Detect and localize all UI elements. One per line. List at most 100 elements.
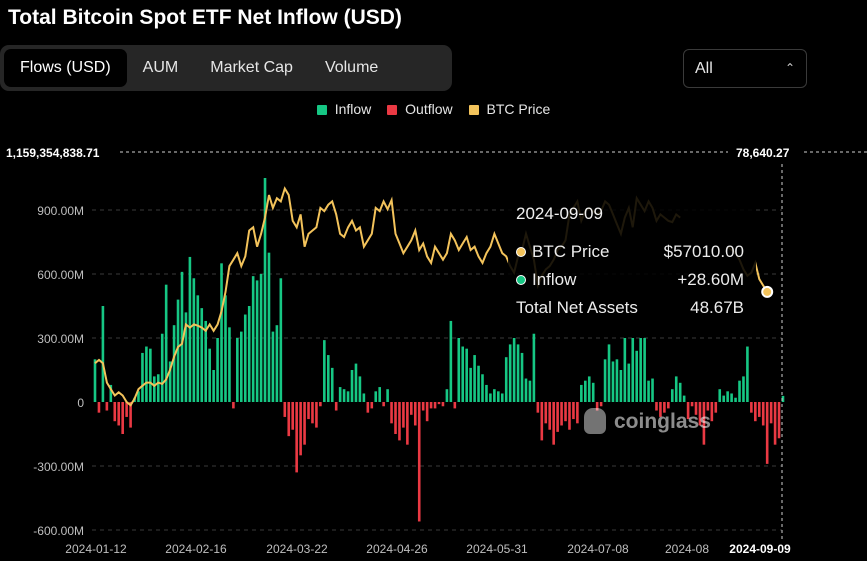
- inflow-bar: [346, 391, 350, 402]
- coinglass-logo-icon: [584, 408, 606, 434]
- btc-price-dot-icon: [516, 247, 526, 257]
- legend-item-outflow[interactable]: Outflow: [387, 101, 453, 117]
- outflow-bar: [315, 402, 318, 428]
- inflow-bar: [461, 346, 465, 402]
- outflow-bar: [417, 402, 421, 522]
- inflow-bar: [611, 361, 615, 402]
- outflow-bar: [659, 402, 662, 417]
- inflow-bar: [228, 327, 231, 402]
- y-tick-label: 900.00M: [37, 204, 84, 218]
- inflow-bar: [623, 338, 627, 402]
- inflow-bar: [580, 384, 583, 402]
- outflow-bar: [283, 402, 287, 417]
- outflow-bar: [366, 402, 370, 413]
- inflow-bar: [192, 278, 196, 402]
- legend-item-inflow[interactable]: Inflow: [316, 101, 371, 117]
- y-tick-label: 0: [77, 396, 84, 410]
- x-tick-label: 2024-05-31: [466, 542, 528, 556]
- x-tick-label: 2024-01-12: [65, 542, 127, 556]
- outflow-swatch-icon: [387, 105, 398, 115]
- tab-aum[interactable]: AUM: [142, 59, 179, 76]
- outflow-bar: [382, 402, 385, 407]
- outflow-bar: [287, 402, 291, 437]
- outflow-bar: [667, 402, 670, 409]
- outflow-bar: [548, 402, 552, 430]
- outflow-bar: [556, 402, 559, 432]
- inflow-bar: [591, 382, 595, 402]
- tab-volume[interactable]: Volume: [324, 59, 379, 76]
- outflow-bar: [370, 402, 374, 409]
- y-tick-label: -300.00M: [33, 460, 84, 474]
- outflow-bar: [125, 402, 128, 417]
- outflow-bar: [564, 402, 567, 422]
- outflow-bar: [303, 402, 306, 445]
- outflow-bar: [433, 402, 437, 409]
- outflow-bar: [413, 402, 417, 426]
- inflow-bar: [156, 374, 160, 402]
- outflow-bar: [690, 402, 694, 407]
- outflow-bar: [595, 402, 599, 411]
- outflow-bar: [307, 402, 310, 420]
- inflow-bar: [497, 391, 500, 402]
- outflow-bar: [552, 402, 555, 445]
- outflow-bar: [394, 402, 397, 434]
- legend-item-btc-price[interactable]: BTC Price: [468, 101, 550, 117]
- inflow-bar: [485, 384, 488, 402]
- outflow-bar: [334, 402, 338, 411]
- crosshair-left-value: 1,159,354,838.71: [6, 146, 100, 160]
- outflow-bar: [540, 402, 544, 441]
- inflow-bar: [236, 338, 239, 402]
- outflow-bar: [441, 402, 445, 407]
- metric-tabs: Flows (USD) AUM Market Cap Volume: [0, 45, 452, 91]
- tooltip-total-assets-value: 48.67B: [690, 298, 744, 317]
- outflow-bar: [129, 402, 132, 428]
- outflow-bar: [105, 402, 109, 411]
- tab-market-cap[interactable]: Market Cap: [210, 59, 293, 76]
- inflow-bar: [326, 355, 330, 402]
- inflow-bar: [493, 389, 496, 402]
- inflow-bar: [240, 331, 243, 402]
- inflow-bar: [216, 338, 219, 402]
- inflow-bar: [469, 367, 472, 402]
- chart-legend: Inflow Outflow BTC Price: [0, 101, 867, 117]
- btc-price-hover-point: [761, 285, 774, 298]
- inflow-bar: [516, 344, 520, 402]
- inflow-swatch-icon: [316, 105, 327, 115]
- inflow-bar: [251, 276, 255, 402]
- range-select-value: All: [695, 60, 713, 77]
- inflow-bar: [342, 389, 346, 402]
- outflow-bar: [232, 402, 235, 409]
- inflow-bar: [449, 320, 453, 402]
- inflow-bar: [374, 391, 378, 402]
- inflow-bar: [109, 384, 113, 402]
- inflow-bar: [477, 365, 480, 402]
- inflow-bar: [180, 271, 184, 402]
- outflow-bar: [291, 402, 294, 430]
- inflow-bar: [141, 352, 144, 402]
- inflow-bar: [172, 325, 176, 402]
- outflow-bar: [390, 402, 393, 424]
- outflow-bar: [295, 402, 298, 473]
- inflow-bar: [259, 274, 263, 402]
- tab-flows[interactable]: Flows (USD): [4, 49, 127, 87]
- range-select[interactable]: All ⌃: [683, 49, 807, 88]
- inflow-bar: [489, 393, 492, 402]
- outflow-bar: [536, 402, 540, 413]
- inflow-bar: [524, 378, 528, 402]
- inflow-bar: [508, 344, 512, 402]
- inflow-bar: [101, 306, 105, 402]
- inflow-bar: [153, 376, 156, 402]
- inflow-bar: [220, 263, 223, 402]
- outflow-bar: [750, 402, 753, 413]
- x-tick-label: 2024-09-09: [729, 542, 791, 556]
- outflow-bar: [398, 402, 401, 441]
- crosshair-right-value: 78,640.27: [736, 146, 790, 160]
- inflow-bar: [504, 357, 508, 402]
- inflow-bar: [149, 348, 152, 402]
- chart-tooltip: 2024-09-09 BTC Price $57010.00 Inflow +2…: [508, 192, 756, 328]
- outflow-bar: [686, 402, 690, 420]
- inflow-bar: [279, 278, 283, 402]
- inflow-bar: [224, 295, 227, 402]
- inflow-bar: [718, 389, 722, 402]
- inflow-bar: [184, 312, 188, 402]
